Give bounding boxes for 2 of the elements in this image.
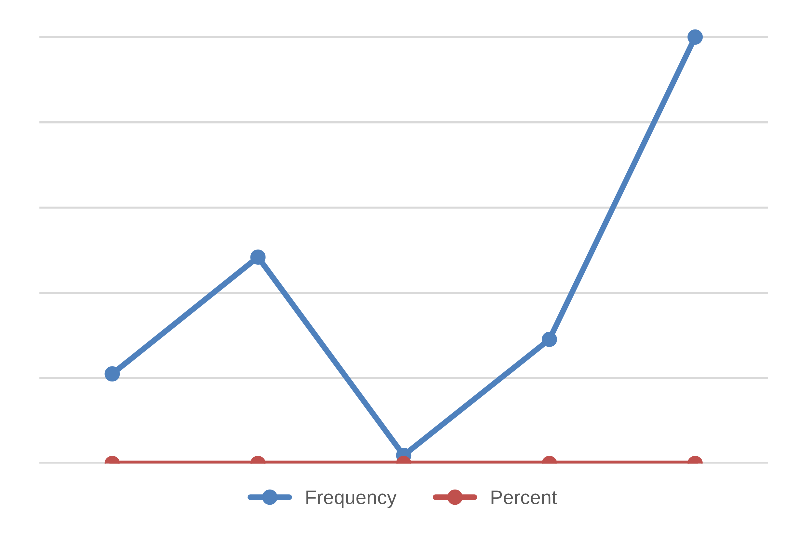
legend-label: Frequency xyxy=(306,490,397,508)
legend-label: Percent xyxy=(492,490,558,504)
